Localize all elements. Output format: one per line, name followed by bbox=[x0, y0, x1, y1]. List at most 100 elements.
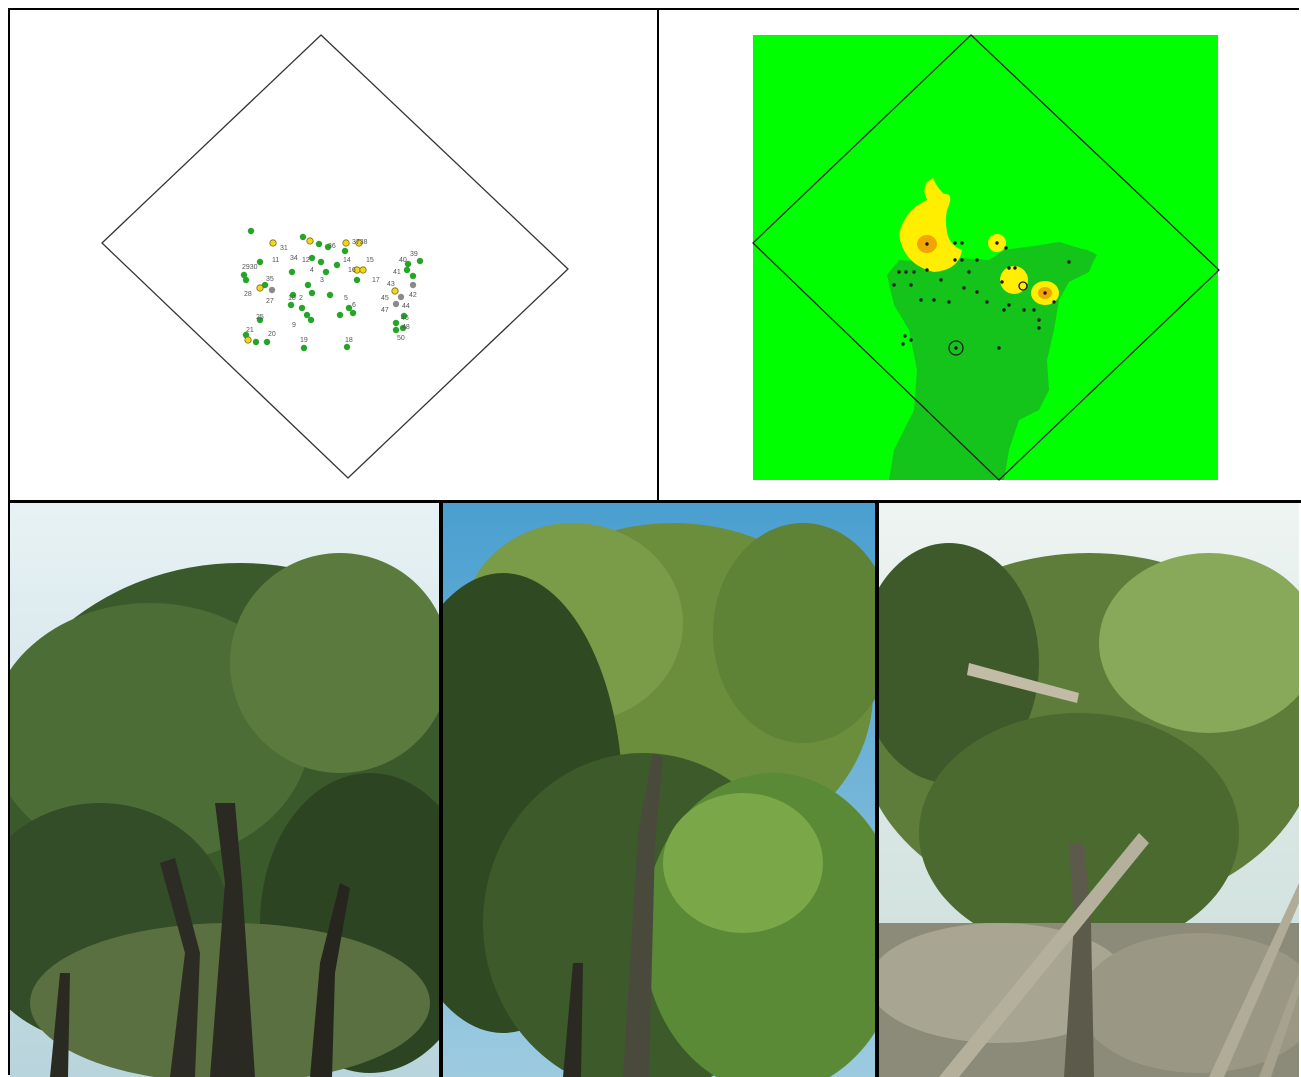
tree-point bbox=[409, 281, 417, 289]
raster-tree-dot bbox=[1002, 308, 1006, 312]
tree-number-label: 5 bbox=[344, 295, 348, 302]
tree-number-label: 45 bbox=[381, 295, 389, 302]
tree-point bbox=[300, 344, 308, 352]
raster-tree-ring bbox=[1018, 281, 1028, 291]
tree-point bbox=[256, 258, 264, 266]
tree-number-label: 27 bbox=[266, 298, 274, 305]
tree-point bbox=[391, 287, 399, 295]
tree-point bbox=[392, 326, 400, 334]
tree-point bbox=[404, 260, 412, 268]
tree-number-label: 2 bbox=[299, 295, 303, 302]
plot-outline bbox=[101, 34, 569, 479]
tree-number-label: 42 bbox=[409, 292, 417, 299]
photo-divider-2 bbox=[875, 503, 879, 1077]
forest-photo-2 bbox=[443, 503, 875, 1077]
photo-divider-1 bbox=[439, 503, 443, 1077]
raster-yellow-flame bbox=[924, 178, 945, 205]
tree-number-label: 48 bbox=[402, 324, 410, 331]
tree-point bbox=[261, 281, 269, 289]
raster-yellow-patch-3 bbox=[1000, 266, 1028, 294]
tree-number-label: 19 bbox=[300, 337, 308, 344]
tree-number-label: 39 bbox=[410, 251, 418, 258]
raster-tree-dot bbox=[1007, 303, 1011, 307]
tree-point bbox=[336, 311, 344, 319]
tree-point bbox=[252, 338, 260, 346]
tree-point bbox=[392, 319, 400, 327]
tree-point bbox=[343, 343, 351, 351]
tree-point bbox=[306, 237, 314, 245]
tree-point bbox=[256, 316, 264, 324]
tree-number-label: 43 bbox=[387, 281, 395, 288]
tree-point bbox=[298, 304, 306, 312]
tree-number-label: 34 bbox=[290, 255, 298, 262]
tree-point bbox=[304, 281, 312, 289]
tree-number-label: 17 bbox=[372, 277, 380, 284]
tree-point bbox=[341, 247, 349, 255]
tree-number-label: 40 bbox=[399, 257, 407, 264]
raster-tree-dot bbox=[932, 298, 936, 302]
raster-tree-dot bbox=[985, 300, 989, 304]
raster-plot-outline bbox=[752, 34, 1220, 481]
row-divider bbox=[8, 500, 1301, 503]
raster-tree-dot bbox=[960, 258, 964, 262]
tree-point bbox=[409, 272, 417, 280]
tree-point bbox=[392, 300, 400, 308]
raster-tree-dot bbox=[939, 278, 943, 282]
tree-number-label: 41 bbox=[393, 269, 401, 276]
raster-tree-dot bbox=[903, 334, 907, 338]
raster-tree-dot bbox=[1037, 326, 1041, 330]
tree-number-label: 4 bbox=[310, 267, 314, 274]
raster-tree-dot bbox=[997, 346, 1001, 350]
tree-number-label: 36 bbox=[328, 243, 336, 250]
tree-point bbox=[403, 266, 411, 274]
raster-yellow-patch-1 bbox=[899, 193, 962, 272]
tree-number-label: 46 bbox=[401, 315, 409, 322]
raster-tree-dot bbox=[1000, 280, 1004, 284]
raster-tree-ring bbox=[948, 340, 964, 356]
tree-point bbox=[400, 312, 408, 320]
tree-points bbox=[240, 227, 424, 352]
tree-number-label: 3738 bbox=[352, 239, 368, 246]
tree-point bbox=[289, 291, 297, 299]
tree-number-label: 2930 bbox=[242, 264, 258, 271]
tree-point bbox=[326, 291, 334, 299]
tree-number-label: 14 bbox=[343, 257, 351, 264]
tree-point bbox=[307, 316, 315, 324]
tree-number-label: 18 bbox=[345, 337, 353, 344]
tree-point bbox=[242, 276, 250, 284]
tree-point bbox=[322, 268, 330, 276]
raster-tree-dot bbox=[1022, 308, 1026, 312]
raster-map-svg bbox=[752, 34, 1220, 481]
tree-number-label: 15 bbox=[366, 257, 374, 264]
raster-tree-dot bbox=[901, 342, 905, 346]
raster-tree-dot bbox=[962, 286, 966, 290]
raster-tree-dot bbox=[995, 241, 999, 245]
tree-number-label: 50 bbox=[397, 335, 405, 342]
raster-map-panel bbox=[659, 10, 1299, 500]
raster-tree-dot bbox=[1052, 300, 1056, 304]
raster-tree-dot bbox=[953, 258, 957, 262]
forest-photo-2-image bbox=[443, 503, 875, 1077]
tree-point bbox=[353, 276, 361, 284]
tree-point bbox=[342, 239, 350, 247]
tree-point bbox=[308, 254, 316, 262]
raster-tree-dot bbox=[1032, 308, 1036, 312]
tree-point bbox=[397, 293, 405, 301]
raster-tree-dot bbox=[897, 270, 901, 274]
raster-tree-dot bbox=[960, 241, 964, 245]
raster-tree-dot bbox=[1004, 246, 1008, 250]
raster-tree-dot bbox=[1037, 318, 1041, 322]
forest-photo-1-image bbox=[10, 503, 439, 1077]
tree-point bbox=[299, 233, 307, 241]
forest-photo-3 bbox=[879, 503, 1299, 1077]
raster-tree-dot bbox=[1013, 266, 1017, 270]
raster-tree-dot bbox=[947, 300, 951, 304]
tree-point bbox=[288, 268, 296, 276]
tree-number-label: 44 bbox=[402, 303, 410, 310]
raster-tree-dot bbox=[909, 283, 913, 287]
tree-point bbox=[359, 266, 367, 274]
raster-tree-dot bbox=[1007, 266, 1011, 270]
tree-number-label: 21 bbox=[246, 327, 254, 334]
raster-tree-dot bbox=[953, 241, 957, 245]
